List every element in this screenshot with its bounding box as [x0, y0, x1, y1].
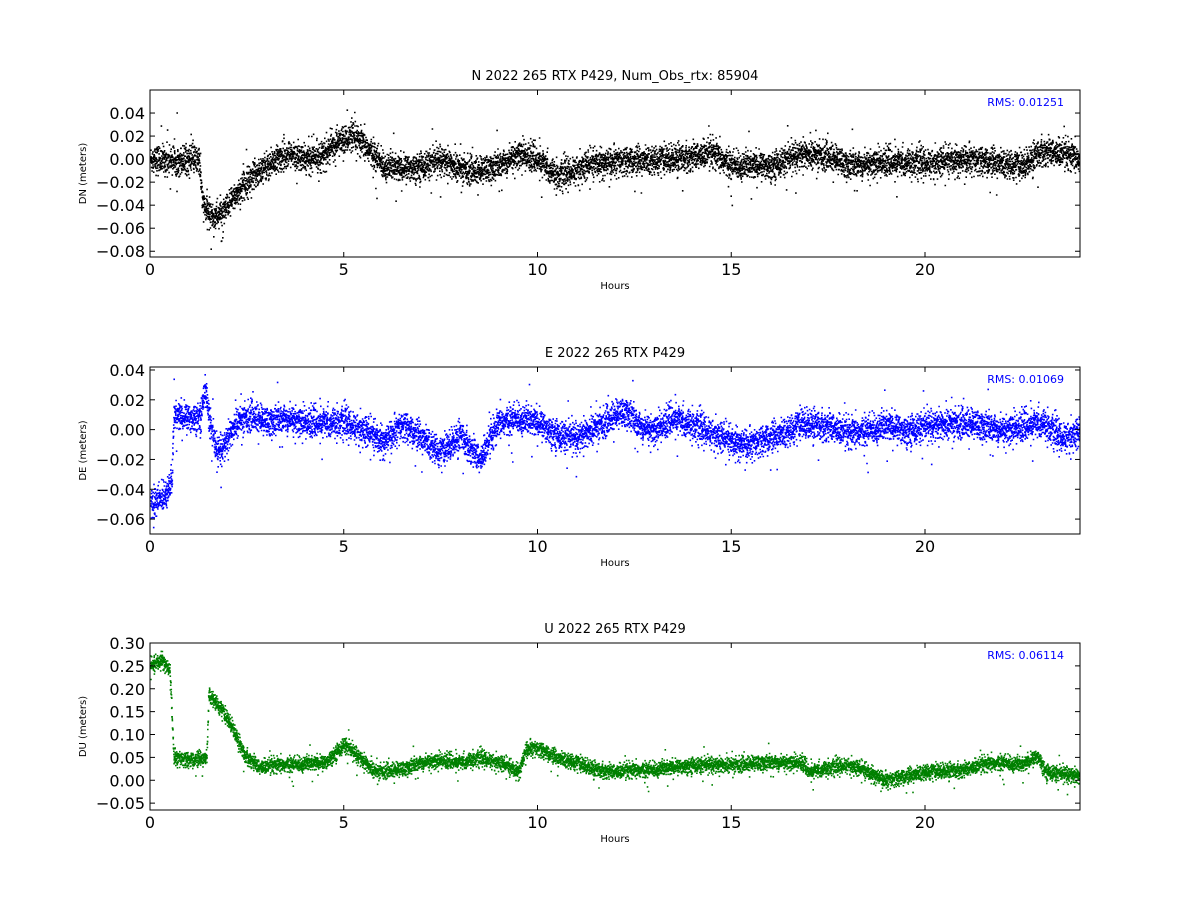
x-axis-label: Hours — [600, 834, 629, 845]
y-axis-label: DN (meters) — [78, 143, 89, 205]
y-tick-label: −0.04 — [96, 196, 145, 215]
chart-title: E 2022 265 RTX P429 — [545, 346, 685, 361]
x-tick-label: 10 — [527, 813, 547, 832]
y-tick-label: 0.02 — [109, 127, 145, 146]
y-tick-label: 0.10 — [109, 726, 145, 745]
x-tick-label: 20 — [915, 537, 935, 556]
y-tick-label: −0.06 — [96, 219, 145, 238]
y-tick-label: 0.15 — [109, 703, 145, 722]
x-tick-label: 0 — [145, 537, 155, 556]
rms-annotation: RMS: 0.06114 — [987, 649, 1064, 662]
y-tick-label: 0.04 — [109, 361, 145, 380]
x-tick-label: 15 — [721, 537, 741, 556]
panel-u: 0 5 10 15 20 −0.05 0.00 0.05 0.10 0.15 0.20 0.25 0.3… — [78, 622, 1081, 845]
y-axis-label: DE (meters) — [78, 420, 89, 480]
x-tick-label: 0 — [145, 813, 155, 832]
y-tick-label: 0.00 — [109, 771, 145, 790]
y-axis-label: DU (meters) — [78, 696, 89, 757]
y-tick-label: −0.05 — [96, 794, 145, 813]
data-series — [150, 109, 1080, 250]
panel-n: 0 5 10 15 20 −0.08 −0.06 −0.04 −0.02 0.00 0.02 0.04… — [78, 69, 1081, 292]
y-tick-label: 0.30 — [109, 634, 145, 653]
plot-frame — [149, 89, 1081, 258]
chart-title: N 2022 265 RTX P429, Num_Obs_rtx: 85904 — [472, 69, 759, 84]
data-series — [150, 374, 1080, 534]
x-tick-label: 15 — [721, 813, 741, 832]
y-tick-label: 0.02 — [109, 391, 145, 410]
x-tick-label: 5 — [339, 537, 349, 556]
y-tick-label: −0.02 — [96, 173, 145, 192]
rms-annotation: RMS: 0.01069 — [987, 373, 1064, 386]
x-tick-label: 20 — [915, 813, 935, 832]
y-tick-label: 0.04 — [109, 104, 145, 123]
x-tick-label: 20 — [915, 260, 935, 279]
plot-frame — [149, 642, 1081, 811]
chart-title: U 2022 265 RTX P429 — [544, 622, 686, 637]
panel-e: 0 5 10 15 20 −0.06 −0.04 −0.02 0.00 0.02 0.04 E 202… — [78, 346, 1081, 569]
x-tick-label: 5 — [339, 813, 349, 832]
x-tick-label: 15 — [721, 260, 741, 279]
x-axis-label: Hours — [600, 558, 629, 569]
rms-annotation: RMS: 0.01251 — [987, 96, 1064, 109]
x-tick-label: 5 — [339, 260, 349, 279]
y-tick-label: 0.25 — [109, 657, 145, 676]
y-tick-label: −0.06 — [96, 510, 145, 529]
x-axis-label: Hours — [600, 281, 629, 292]
y-tick-label: −0.08 — [96, 242, 145, 261]
y-tick-label: 0.20 — [109, 680, 145, 699]
y-tick-label: 0.00 — [109, 421, 145, 440]
plot-frame — [149, 366, 1081, 535]
data-series — [150, 650, 1080, 796]
x-tick-label: 0 — [145, 260, 155, 279]
y-tick-label: −0.04 — [96, 480, 145, 499]
x-tick-label: 10 — [527, 537, 547, 556]
x-tick-label: 10 — [527, 260, 547, 279]
y-tick-label: 0.00 — [109, 150, 145, 169]
y-tick-label: 0.05 — [109, 748, 145, 767]
y-tick-label: −0.02 — [96, 450, 145, 469]
